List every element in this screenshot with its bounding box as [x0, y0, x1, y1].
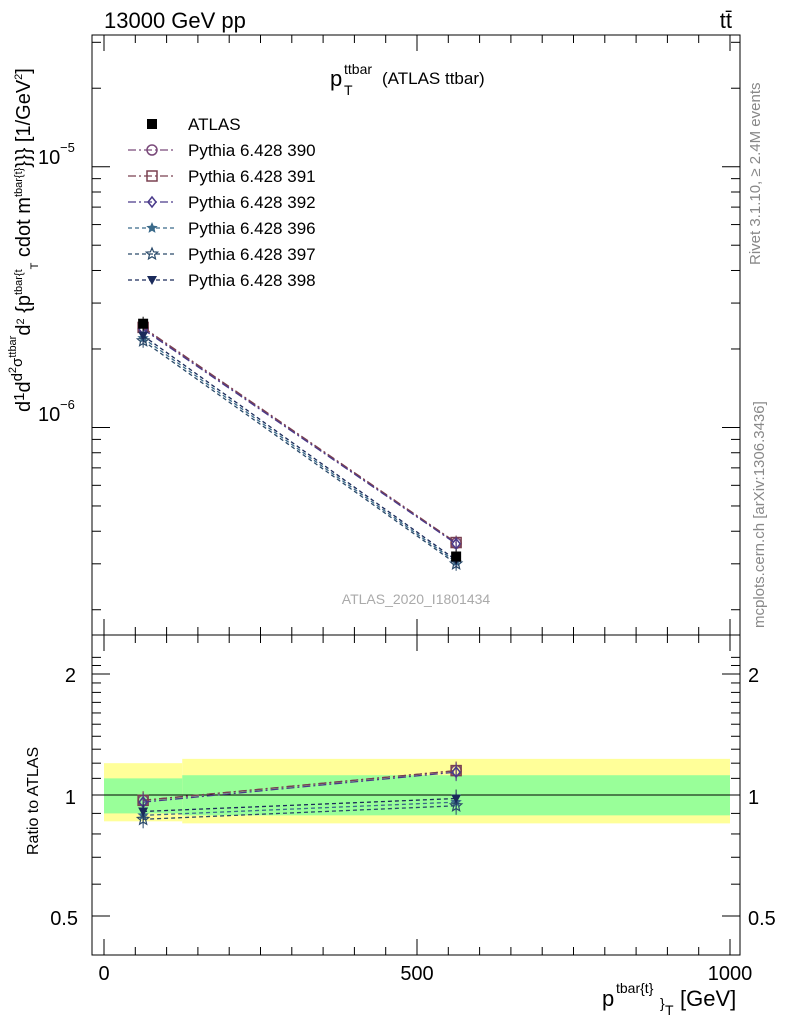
ratio-ylabel: Ratio to ATLAS [25, 747, 42, 855]
legend-marker-pythia-6-428-392 [147, 195, 157, 209]
main-line-pythia-6-428-391 [142, 326, 457, 544]
mcplots-label: mcplots.cern.ch [arXiv:1306.3436] [751, 401, 768, 628]
main-series-group [135, 316, 464, 571]
ratio-line-pythia-6-428-392 [143, 771, 457, 803]
svg-text:−6: −6 [60, 397, 75, 412]
legend-label-atlas: ATLAS [188, 115, 241, 134]
legend-marker-pythia-6-428-391 [146, 170, 158, 182]
header-process: tt̄ [720, 8, 732, 33]
svg-text:T: T [665, 1002, 674, 1018]
plot-title: p ttbar T (ATLAS ttbar) [330, 61, 485, 98]
main-ytick-label-1e-6: 10 −6 [38, 397, 75, 426]
ratio-uncertainty-bands [92, 758, 740, 824]
legend-label-pythia-6-428-392: Pythia 6.428 392 [188, 193, 316, 212]
main-line-pythia-6-428-397 [142, 340, 457, 565]
main-axis-ticks [92, 35, 740, 635]
legend-label-pythia-6-428-391: Pythia 6.428 391 [188, 167, 316, 186]
main-point-pythia-6-428-398 [138, 331, 149, 341]
svg-text:p: p [602, 986, 614, 1011]
title-p: p [330, 66, 342, 91]
ratio-ytick-2-right: 2 [748, 665, 759, 687]
svg-text:10: 10 [38, 147, 60, 169]
legend-marker-atlas [147, 119, 157, 129]
ratio-point-pythia-6-428-397 [135, 811, 151, 826]
legend-label-pythia-6-428-397: Pythia 6.428 397 [188, 245, 316, 264]
legend-label-pythia-6-428-398: Pythia 6.428 398 [188, 271, 316, 290]
analysis-watermark: ATLAS_2020_I1801434 [342, 591, 491, 607]
xtick-label-0: 0 [98, 963, 109, 985]
svg-text:d1dd2σttbard2 {ptbar{tT cdot: d1dd2σttbard2 {ptbar{tT cdot mtbar{t}}}}… [7, 68, 41, 412]
main-line-pythia-6-428-392 [142, 328, 457, 545]
svg-text:tbar{t}: tbar{t} [616, 980, 654, 996]
header-energy: 13000 GeV pp [104, 8, 246, 33]
ratio-point-pythia-6-428-398 [138, 807, 149, 817]
ratio-axis-ticks [92, 635, 740, 955]
svg-text:10: 10 [38, 404, 60, 426]
legend-marker-pythia-6-428-390 [146, 144, 158, 156]
ratio-line-pythia-6-428-396 [143, 801, 457, 816]
legend-marker-pythia-6-428-398 [147, 276, 157, 285]
ratio-ytick-1-right: 1 [748, 787, 759, 809]
title-sub: T [344, 82, 353, 98]
xtick-label-500: 500 [400, 963, 433, 985]
svg-text:p: p [330, 66, 342, 91]
main-point-atlas [451, 551, 462, 562]
svg-text:−5: −5 [60, 140, 75, 155]
main-ytick-label-1e-5: 10 −5 [38, 140, 75, 169]
svg-text:[GeV]: [GeV] [680, 986, 736, 1011]
main-ylabel: d1dd2σttbard2 {ptbar{tT cdot mtbar{t}}}}… [7, 68, 41, 412]
xtick-label-1000: 1000 [708, 963, 753, 985]
legend-marker-pythia-6-428-396 [146, 222, 158, 233]
ratio-ytick-1-left: 1 [65, 787, 76, 809]
legend-label-pythia-6-428-390: Pythia 6.428 390 [188, 141, 316, 160]
ratio-line-pythia-6-428-398 [143, 797, 457, 813]
main-point-pythia-6-428-397 [135, 333, 151, 347]
legend: ATLAS Pythia 6.428 390 Pythia 6.428 391 Pyt… [128, 115, 316, 290]
xaxis-label: p tbar{t} } T [GeV] [602, 980, 736, 1018]
svg-text:}: } [660, 995, 665, 1011]
legend-label-pythia-6-428-396: Pythia 6.428 396 [188, 219, 316, 238]
ratio-line-pythia-6-428-391 [143, 769, 457, 801]
ratio-point-pythia-6-428-398 [451, 794, 462, 804]
title-rest: (ATLAS ttbar) [382, 69, 485, 88]
main-point-atlas [138, 318, 149, 329]
main-line-pythia-6-428-396 [142, 337, 457, 563]
ratio-line-pythia-6-428-397 [143, 805, 457, 820]
title-sup: ttbar [344, 61, 372, 77]
rivet-version-label: Rivet 3.1.10, ≥ 2.4M events [747, 83, 764, 266]
ratio-ytick-2-left: 2 [65, 665, 76, 687]
legend-marker-pythia-6-428-397 [144, 246, 160, 261]
main-line-pythia-6-428-398 [142, 335, 457, 561]
ratio-ytick-05-right: 0.5 [748, 908, 776, 930]
ratio-ytick-05-left: 0.5 [50, 908, 78, 930]
ratio-series-group [135, 761, 464, 829]
main-point-pythia-6-428-392 [451, 537, 462, 550]
ratio-point-pythia-6-428-397 [448, 798, 464, 812]
ratio-point-pythia-6-428-392 [451, 765, 462, 779]
